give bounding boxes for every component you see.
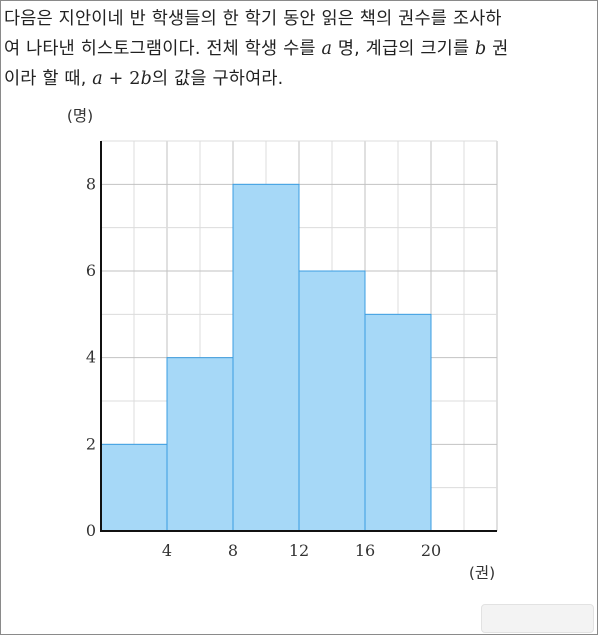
x-tick-label: 8 bbox=[228, 541, 238, 560]
question-line-3: 이라 할 때, a + 2b의 값을 구하여라. bbox=[4, 69, 284, 89]
expression-a: a bbox=[92, 69, 103, 89]
y-tick-label: 2 bbox=[86, 434, 96, 453]
y-tick-label: 0 bbox=[86, 521, 96, 540]
bars bbox=[100, 183, 432, 532]
x-tick-label: 20 bbox=[421, 541, 441, 560]
histogram-bar bbox=[232, 183, 300, 532]
x-tick-label: 16 bbox=[355, 541, 375, 560]
variable-b: b bbox=[475, 39, 487, 59]
y-axis-label: (명) bbox=[67, 107, 93, 125]
y-tick-label: 8 bbox=[86, 174, 96, 193]
question-line-2: 여 나타낸 히스토그램이다. 전체 학생 수를 a 명, 계급의 크기를 b 권 bbox=[4, 39, 509, 59]
answer-input-box[interactable] bbox=[481, 604, 594, 633]
histogram-bar bbox=[100, 443, 168, 532]
y-tick-label: 4 bbox=[86, 348, 96, 367]
expression-b: b bbox=[140, 69, 153, 89]
variable-a: a bbox=[321, 39, 333, 59]
histogram-bar bbox=[298, 270, 366, 532]
x-tick-label: 4 bbox=[162, 541, 172, 560]
axes bbox=[100, 141, 497, 532]
question-text: 다음은 지안이네 반 학생들의 한 학기 동안 읽은 책의 권수를 조사하 여 … bbox=[4, 4, 592, 94]
histogram-bar bbox=[166, 357, 234, 532]
question-line-1: 다음은 지안이네 반 학생들의 한 학기 동안 읽은 책의 권수를 조사하 bbox=[4, 9, 502, 29]
histogram-bar bbox=[364, 313, 432, 532]
expression-op: + 2 bbox=[102, 69, 141, 89]
tick-labels: 4 8 12 16 20 0 2 4 6 8 bbox=[86, 174, 441, 560]
x-tick-label: 12 bbox=[289, 541, 309, 560]
x-axis-label: (권) bbox=[469, 564, 495, 582]
y-tick-label: 6 bbox=[86, 261, 96, 280]
